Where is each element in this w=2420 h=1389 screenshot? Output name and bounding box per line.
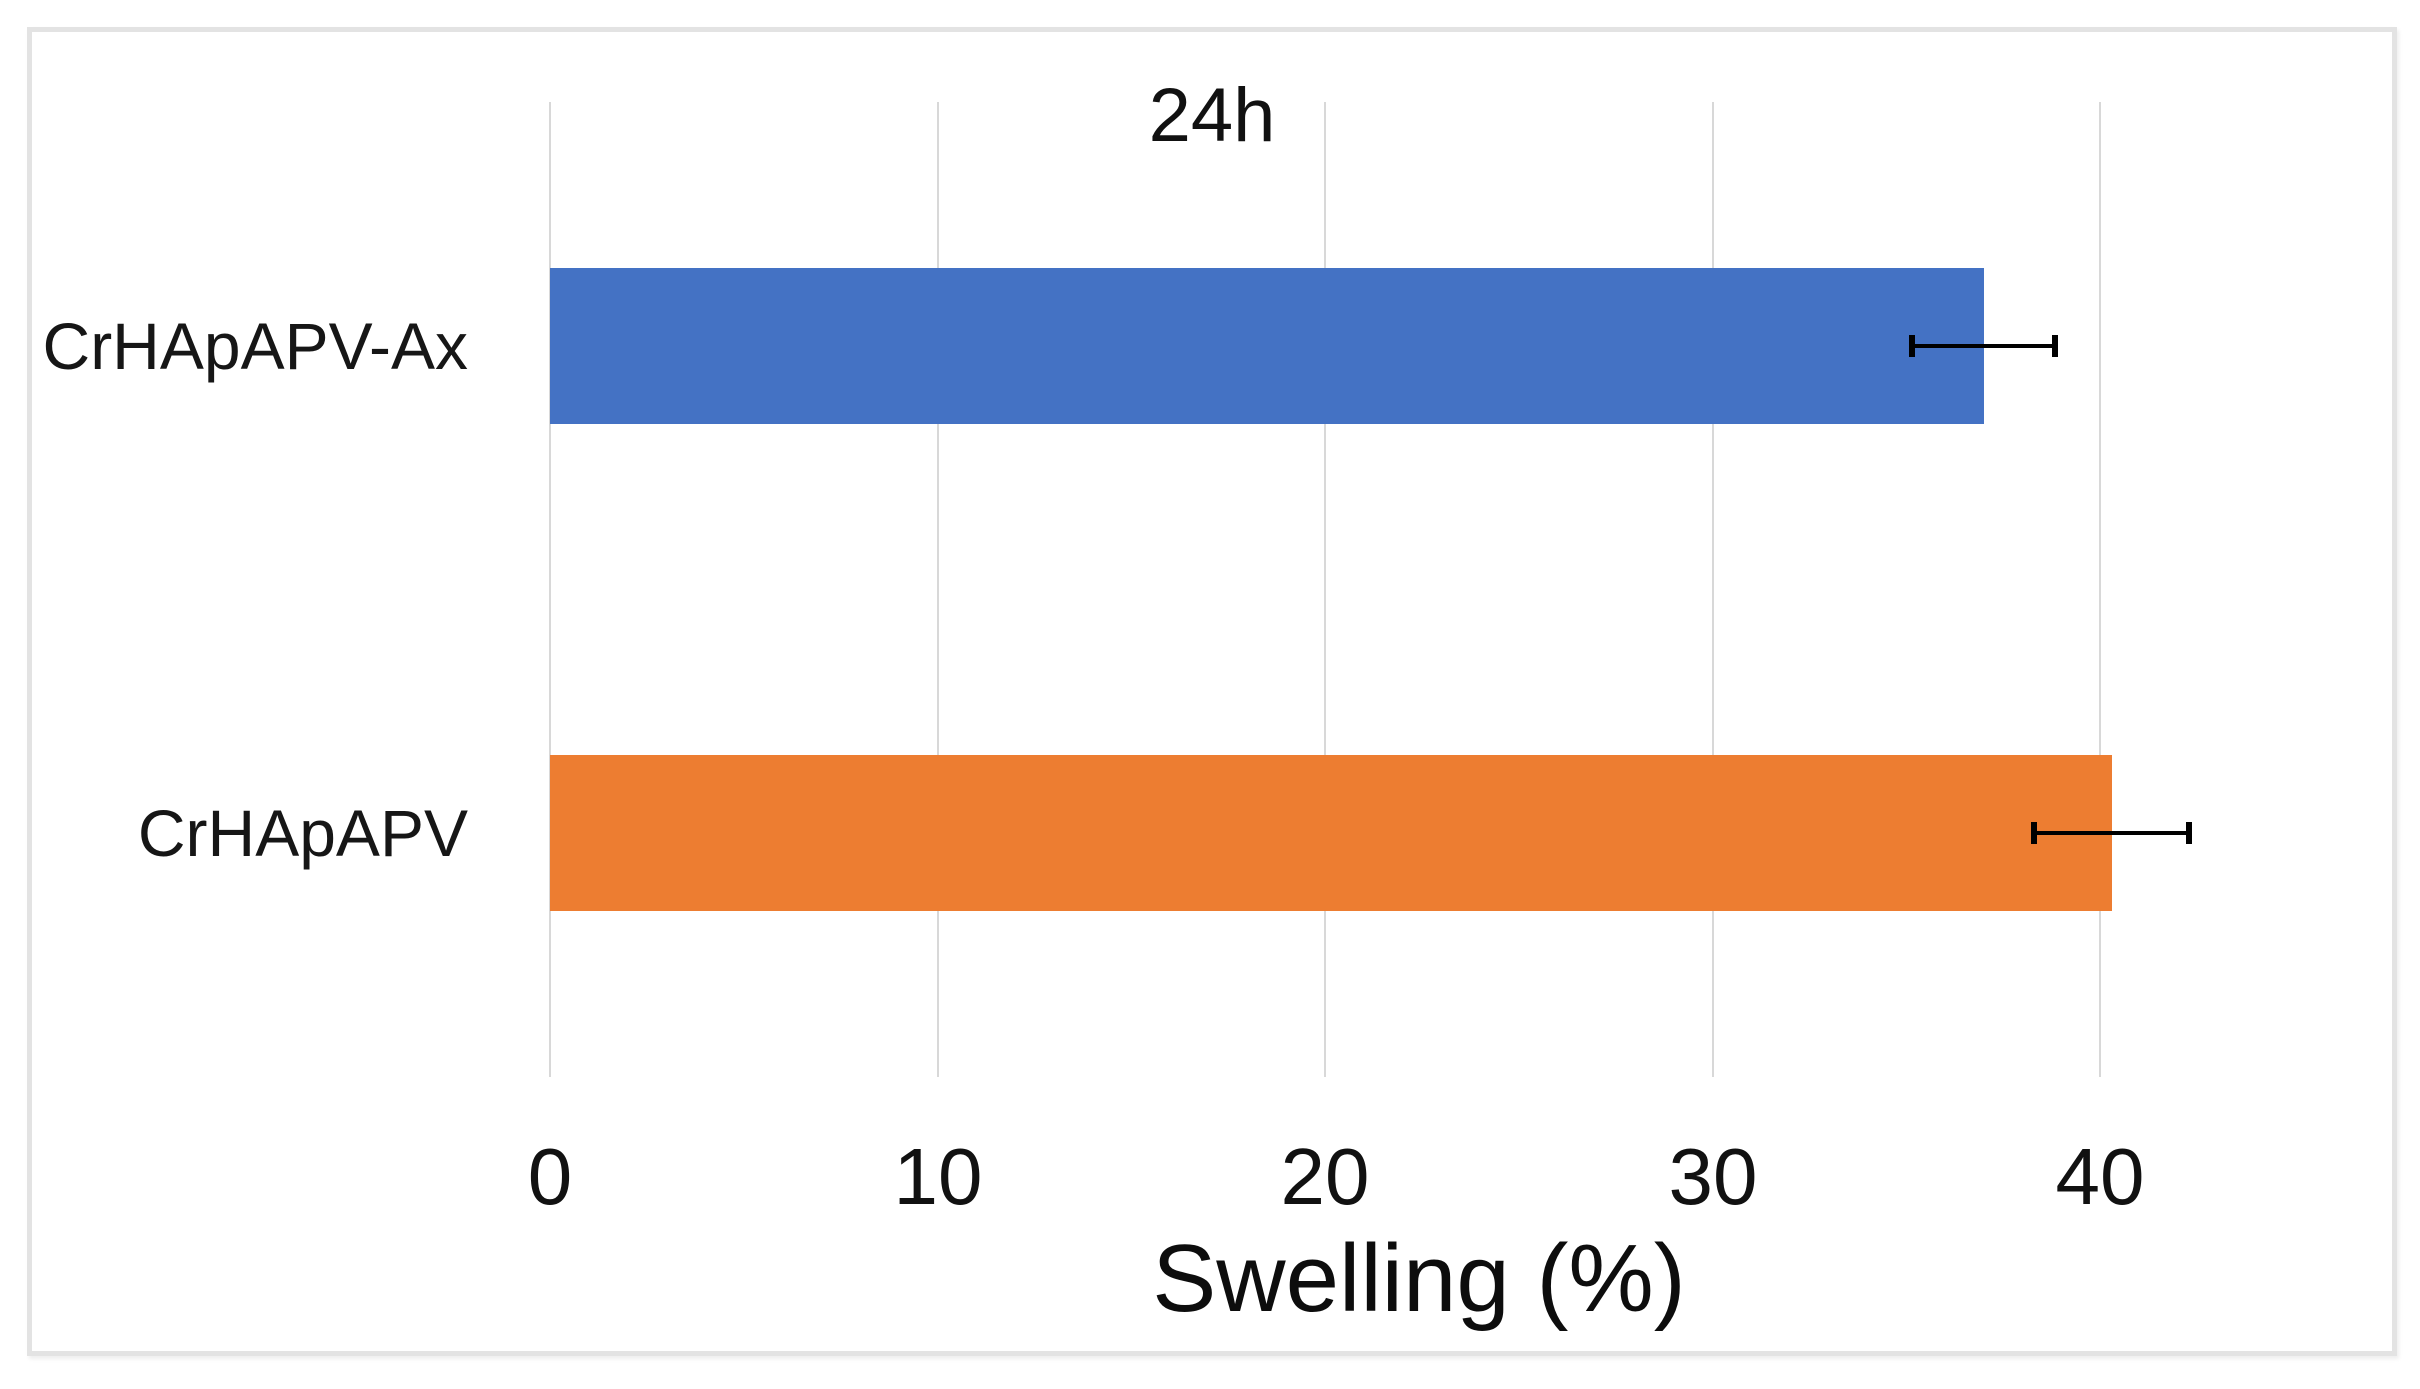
x-axis-title: Swelling (%) (1152, 1225, 1686, 1332)
bar-crhapapv-ax (550, 268, 1984, 424)
chart-title: 24h (1148, 73, 1276, 158)
gridline (2099, 102, 2102, 1077)
bar-crhapapv (550, 755, 2112, 911)
x-tick-label-30: 30 (1668, 1132, 1758, 1221)
error-bar-cap (2186, 822, 2192, 844)
error-bar-cap (2031, 822, 2037, 844)
x-tick-label-10: 10 (893, 1132, 983, 1221)
x-tick-label-40: 40 (2055, 1132, 2145, 1221)
gridline (1324, 102, 1327, 1077)
error-bar-crhapapv (2031, 822, 2192, 844)
x-tick-label-20: 20 (1280, 1132, 1370, 1221)
gridline (1711, 102, 1714, 1077)
gridline (936, 102, 939, 1077)
gridline (549, 102, 551, 1077)
category-label-crhapapv: CrHApAPV (137, 796, 468, 870)
error-bar-cap (2052, 335, 2058, 357)
error-bar-line (2031, 831, 2192, 835)
error-bar-line (1909, 344, 2058, 348)
error-bar-crhapapv-ax (1909, 335, 2058, 357)
category-label-crhapapv-ax: CrHApAPV-Ax (42, 309, 468, 383)
error-bar-cap (1909, 335, 1915, 357)
chart-frame: 24h CrHApAPV-Ax CrHApAPV 0 10 20 30 40 Swelli… (27, 27, 2397, 1356)
plot-area (549, 102, 2288, 1077)
x-tick-label-0: 0 (527, 1132, 573, 1221)
